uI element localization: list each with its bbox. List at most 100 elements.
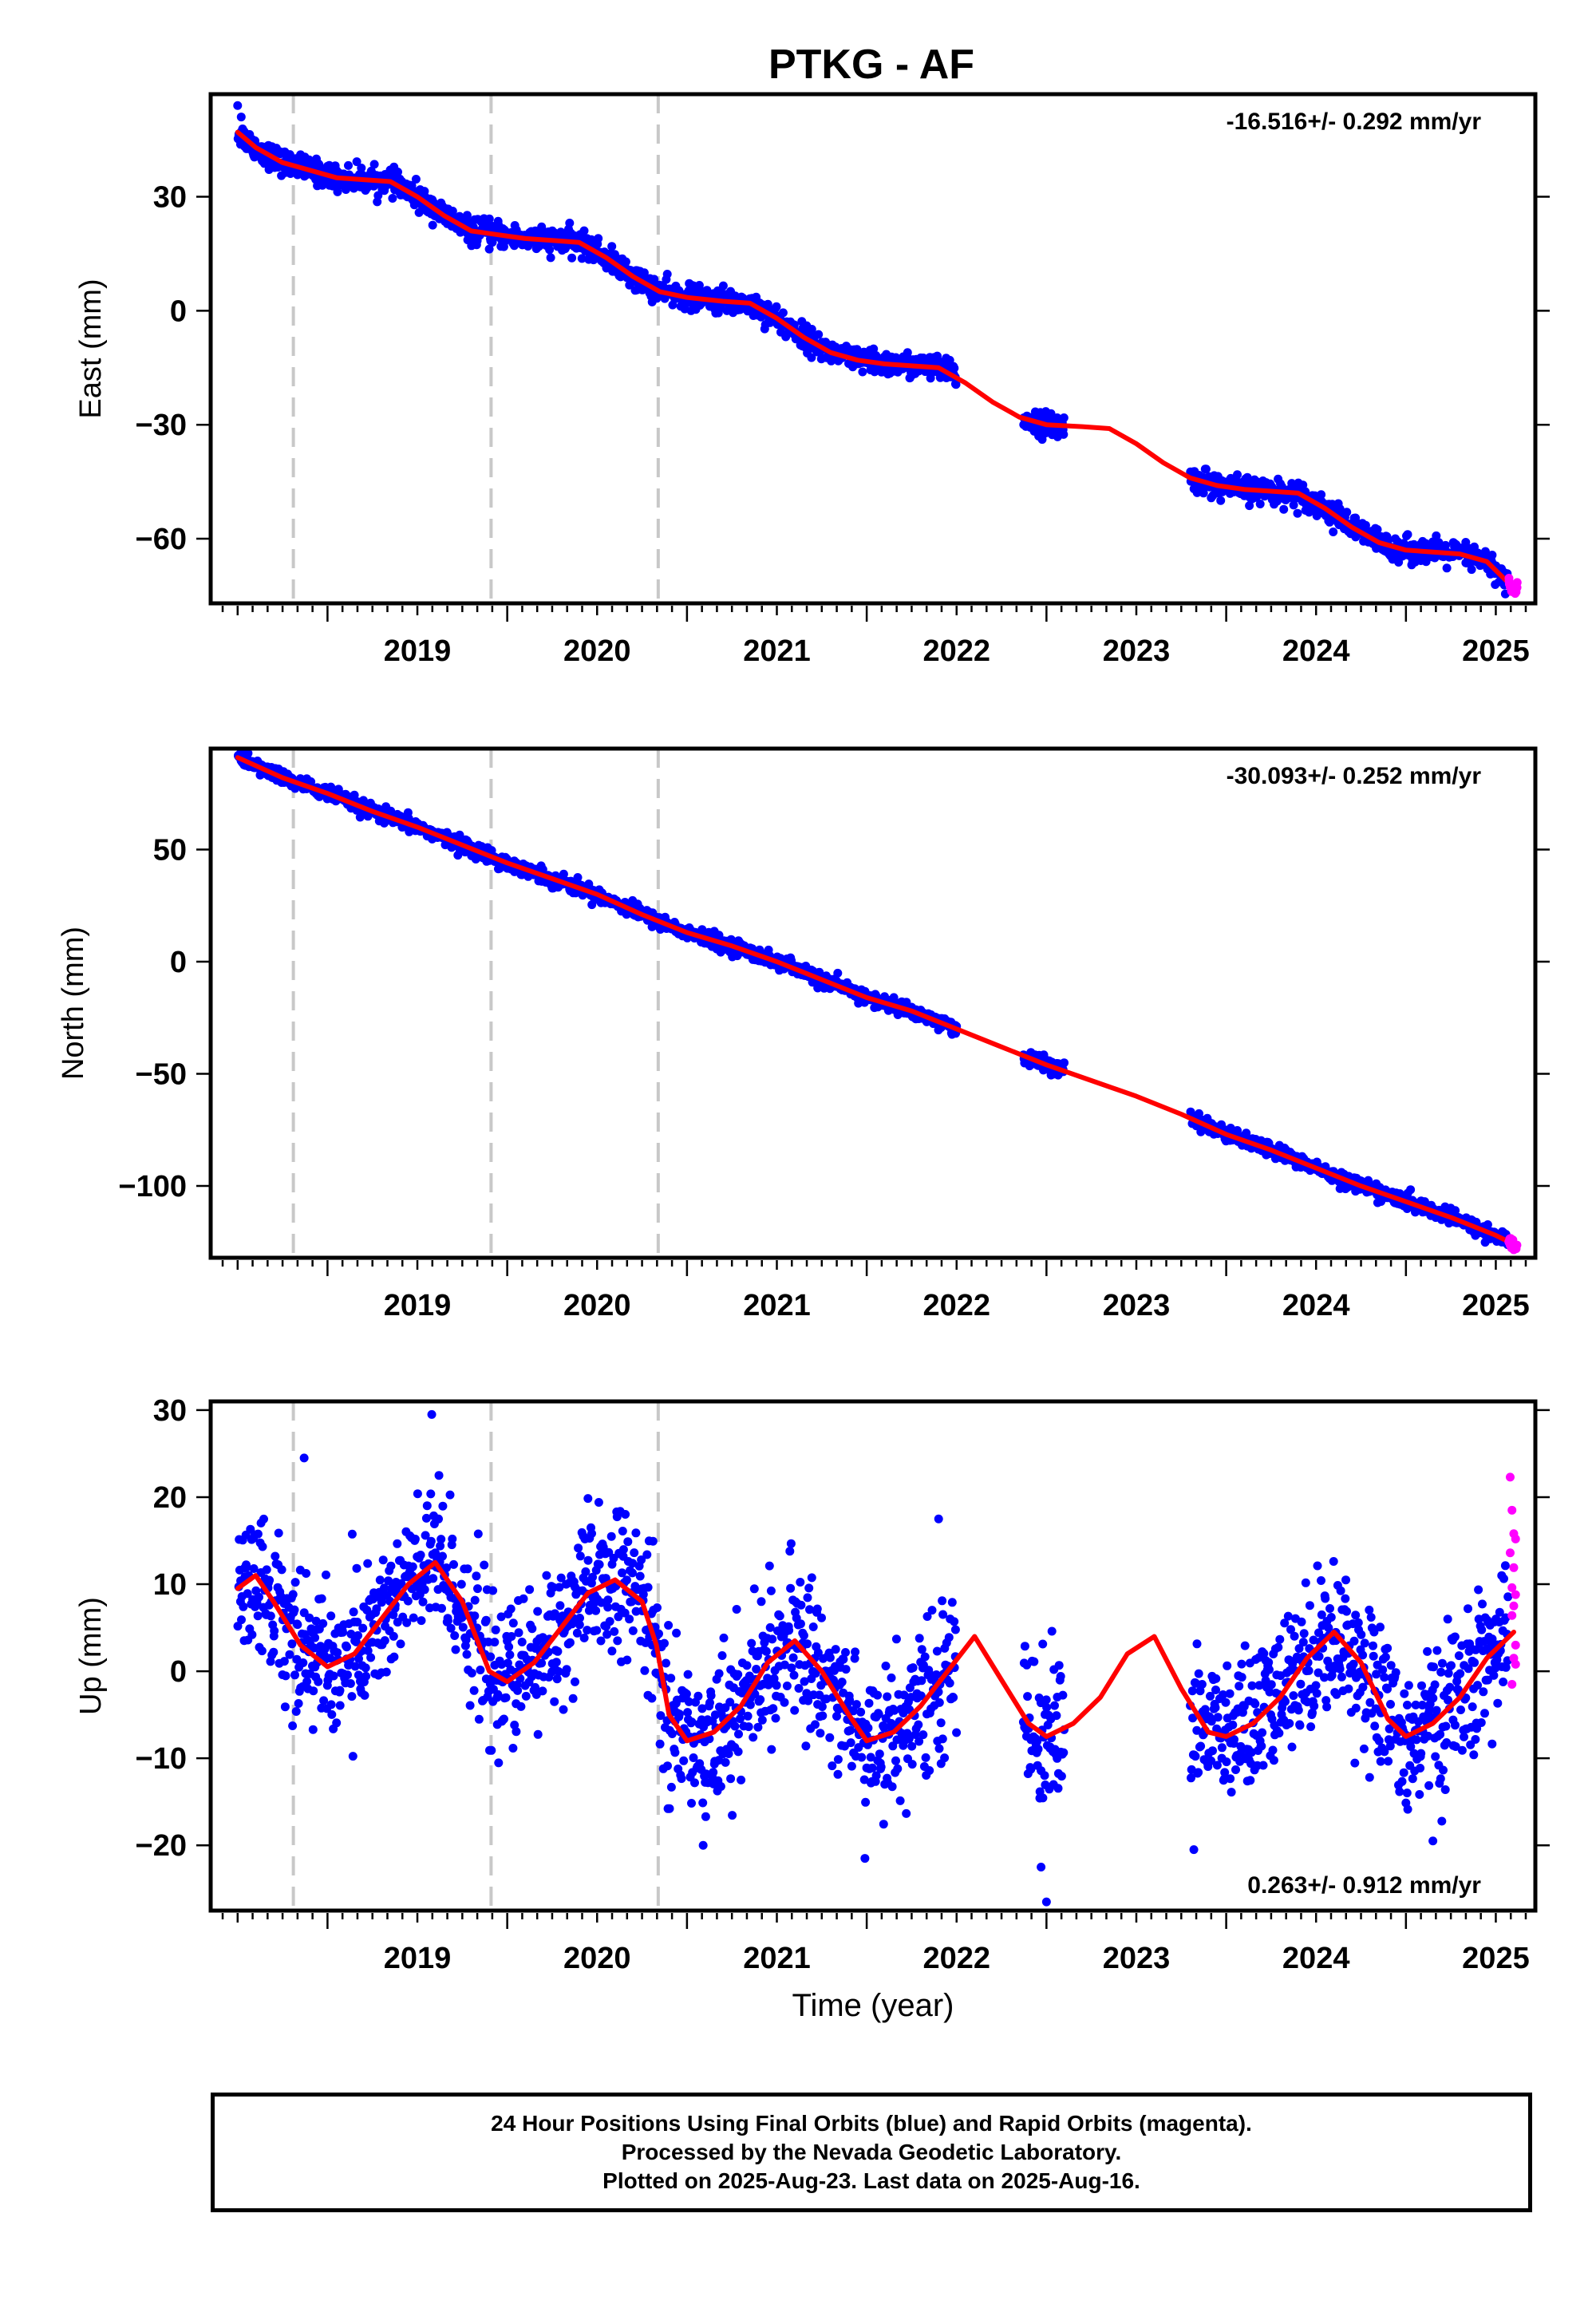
data-point — [648, 1536, 658, 1546]
data-point — [277, 1565, 286, 1575]
data-point — [684, 1697, 693, 1706]
data-point — [233, 1622, 243, 1631]
data-point — [271, 1551, 280, 1561]
data-point — [950, 363, 959, 373]
data-point — [239, 1602, 248, 1611]
data-point — [508, 1744, 518, 1753]
data-point — [574, 1543, 583, 1553]
data-point — [583, 1626, 592, 1635]
data-point — [551, 1658, 561, 1667]
data-point — [662, 270, 672, 279]
outlier-point — [233, 101, 243, 110]
data-point — [766, 1586, 776, 1595]
data-point — [764, 1561, 774, 1571]
data-point — [622, 1655, 632, 1665]
data-point — [538, 1686, 547, 1696]
data-point — [583, 1494, 593, 1504]
data-point — [350, 790, 359, 800]
data-point — [618, 1545, 628, 1555]
data-point — [402, 1618, 412, 1627]
data-point — [326, 1700, 336, 1709]
data-point — [808, 1622, 818, 1631]
data-point — [426, 1489, 436, 1499]
data-point — [1216, 496, 1226, 505]
data-point — [293, 1620, 302, 1630]
data-point — [780, 1660, 789, 1670]
data-point — [280, 1702, 290, 1712]
data-point — [818, 1711, 828, 1721]
data-point — [375, 1575, 385, 1585]
data-point — [281, 1671, 290, 1681]
data-point — [847, 1761, 856, 1771]
data-point — [800, 1677, 809, 1686]
data-point — [690, 1778, 699, 1788]
rapid-point — [1512, 578, 1522, 587]
data-point — [839, 1654, 848, 1664]
data-point — [603, 1595, 613, 1605]
data-point — [1329, 528, 1338, 536]
data-point — [1195, 1109, 1203, 1118]
data-point — [757, 1715, 767, 1725]
data-point — [1293, 508, 1302, 518]
data-point — [863, 1723, 873, 1733]
data-point — [322, 1570, 330, 1579]
data-point — [858, 367, 867, 377]
data-point — [512, 1727, 521, 1737]
data-point — [848, 1706, 858, 1716]
data-point — [833, 1755, 843, 1765]
data-point — [470, 1595, 480, 1605]
data-point — [388, 194, 397, 203]
data-point — [665, 1804, 674, 1813]
data-point — [555, 1601, 565, 1611]
data-point — [596, 1636, 606, 1646]
data-point — [698, 1798, 708, 1808]
final-orbit-points — [233, 1409, 1513, 1907]
data-point — [725, 1697, 735, 1707]
data-point — [767, 1745, 776, 1754]
data-point — [380, 1583, 389, 1593]
data-point — [338, 1627, 347, 1637]
data-point — [733, 1747, 743, 1757]
data-point — [772, 1681, 781, 1690]
data-point — [476, 1666, 485, 1674]
data-point — [344, 160, 353, 170]
data-point — [867, 1763, 877, 1773]
data-point — [857, 1753, 867, 1762]
data-point — [491, 1625, 500, 1634]
data-point — [527, 1624, 537, 1634]
data-point — [891, 1756, 900, 1765]
data-point — [488, 1586, 498, 1595]
data-point — [1441, 540, 1450, 550]
data-point — [450, 1631, 460, 1640]
y-tick-label: −100 — [118, 1170, 187, 1203]
data-point — [480, 1560, 489, 1570]
data-point — [514, 1628, 523, 1638]
data-point — [801, 1741, 811, 1751]
x-axis-ticks — [221, 1260, 1527, 1276]
data-point — [490, 1638, 500, 1647]
data-point — [484, 214, 494, 223]
data-point — [443, 1616, 452, 1626]
data-point — [683, 1670, 693, 1679]
data-point — [1255, 500, 1265, 508]
data-point — [811, 1669, 820, 1678]
data-point — [745, 1700, 755, 1709]
data-point — [346, 1679, 355, 1688]
data-point — [832, 1712, 841, 1721]
data-point — [706, 1691, 716, 1701]
chart-title: PTKG - AF — [768, 41, 974, 88]
data-point — [1432, 531, 1441, 540]
data-point — [285, 1650, 294, 1659]
data-point — [1373, 525, 1382, 534]
data-point — [597, 1598, 606, 1607]
data-point — [794, 1684, 804, 1693]
data-point — [787, 1663, 796, 1673]
data-point — [565, 1638, 575, 1647]
data-point — [813, 1648, 823, 1658]
data-point — [606, 1531, 616, 1541]
data-point — [601, 1574, 610, 1583]
data-point — [486, 1652, 496, 1662]
data-point — [542, 1571, 551, 1580]
data-point — [349, 1607, 358, 1617]
data-point — [290, 1670, 299, 1680]
